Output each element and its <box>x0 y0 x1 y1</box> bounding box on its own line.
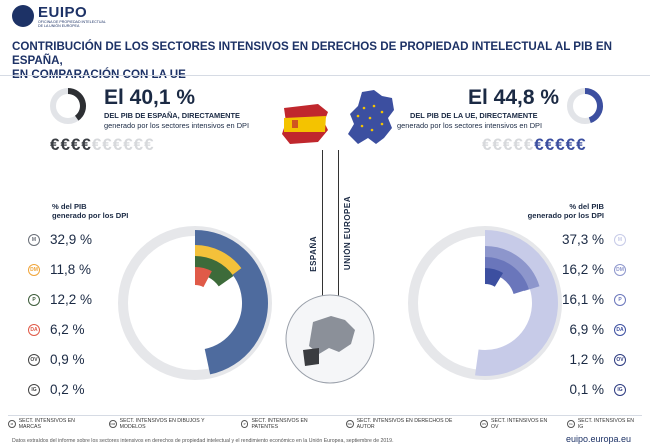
legend-item-ig: IG SECT. INTENSIVOS EN IG <box>567 418 638 430</box>
badge-dm-icon: DM <box>614 264 626 276</box>
eu-euro-row: €€€€€€€€€€ <box>482 135 587 155</box>
legend-badge-ov-icon: OV <box>480 420 488 428</box>
page-title: CONTRIBUCIÓN DE LOS SECTORES INTENSIVOS … <box>12 40 632 82</box>
badge-p-icon: P <box>614 294 626 306</box>
value-eu-ig: 0,1 % <box>569 382 604 397</box>
logo-subtitle: OFICINA DE PROPIEDAD INTELECTUAL DE LA U… <box>38 20 106 28</box>
legend-badge-ig-icon: IG <box>567 420 575 428</box>
legend-label: SECT. INTENSIVOS EN MARCAS <box>18 418 75 430</box>
eu-map-icon <box>348 90 394 144</box>
eu-col-header-2: generado por los DPI <box>527 211 604 220</box>
eu-line2: generado por los sectores intensivos en … <box>397 121 543 130</box>
europe-globe-icon <box>285 294 375 384</box>
eu-arc-m <box>475 230 558 376</box>
eu-euros-on: €€€€€ <box>534 135 587 154</box>
legend-item-da: DA SECT. INTENSIVOS EN DERECHOS DE AUTOR <box>345 418 466 430</box>
spain-arc-m <box>194 230 268 375</box>
eu-arc-p <box>484 257 529 295</box>
spain-euros-off: €€€€€€ <box>91 135 155 154</box>
value-eu-p: 16,1 % <box>561 292 604 307</box>
spain-radial-chart <box>118 226 272 380</box>
value-spain-da: 6,2 % <box>50 322 85 337</box>
legend-label: SECT. INTENSIVOS EN DIBUJOS Y MODELOS <box>119 418 205 430</box>
spain-col-header: % del PIB generado por los DPI <box>52 202 128 220</box>
badge-m-icon: M <box>28 234 40 246</box>
badge-da-icon: DA <box>614 324 626 336</box>
value-eu-m: 37,3 % <box>561 232 604 247</box>
eu-share-donut <box>567 88 603 124</box>
legend-label: SECT. INTENSIVOS EN IG <box>577 418 635 430</box>
badge-m-icon: M <box>614 234 626 246</box>
value-eu-ov: 1,2 % <box>569 352 604 367</box>
value-spain-m: 32,9 % <box>50 232 93 247</box>
spain-arc-p <box>194 256 234 287</box>
legend-item-ov: OV SECT. INTENSIVOS EN OV <box>480 418 553 430</box>
badge-dm-icon: DM <box>28 264 40 276</box>
eu-euros-off: €€€€€ <box>482 135 535 154</box>
legend-item-m: M SECT. INTENSIVOS EN MARCAS <box>8 418 95 430</box>
value-spain-dm: 11,8 % <box>50 262 92 277</box>
legend-item-p: P SECT. INTENSIVOS EN PATENTES <box>240 418 332 430</box>
badge-ig-icon: IG <box>614 384 626 396</box>
legend-item-dm: DM SECT. INTENSIVOS EN DIBUJOS Y MODELOS <box>108 418 227 430</box>
spain-arc-da <box>194 267 212 288</box>
eu-headline: El 44,8 % <box>468 86 560 109</box>
eu-line1: DEL PIB DE LA UE, DIRECTAMENTE <box>410 111 538 120</box>
legend-label: SECT. INTENSIVOS EN PATENTES <box>251 418 308 430</box>
eu-col-header-1: % del PIB <box>569 202 604 211</box>
spain-line2: generado por los sectores intensivos en … <box>104 121 250 130</box>
legend-label: SECT. INTENSIVOS EN DERECHOS DE AUTOR <box>356 418 453 430</box>
eu-radial-chart <box>408 226 562 380</box>
logo-text: EUIPO <box>38 4 88 21</box>
legend-label: SECT. INTENSIVOS EN OV <box>490 418 548 430</box>
euipo-logo-icon <box>12 5 34 27</box>
spain-euros-on: €€€€ <box>50 135 92 154</box>
title-line-1: CONTRIBUCIÓN DE LOS SECTORES INTENSIVOS … <box>12 40 612 67</box>
badge-p-icon: P <box>28 294 40 306</box>
eu-col-header: % del PIB generado por los DPI <box>512 202 604 220</box>
value-spain-ig: 0,2 % <box>50 382 85 397</box>
value-spain-p: 12,2 % <box>50 292 93 307</box>
spain-map-icon <box>282 104 328 144</box>
legend-badge-p-icon: P <box>240 420 249 428</box>
value-spain-ov: 0,9 % <box>50 352 85 367</box>
legend-badge-m-icon: M <box>8 420 16 428</box>
eu-vertical-label: UNIÓN EUROPEA <box>343 196 352 271</box>
badge-ov-icon: OV <box>28 354 40 366</box>
spain-headline: El 40,1 % <box>104 86 196 109</box>
source-note: Datos extraídos del informe sobre los se… <box>12 438 394 444</box>
spain-col-header-1: % del PIB <box>52 202 87 211</box>
spain-arc-dm <box>194 245 242 280</box>
spain-share-donut <box>50 88 86 124</box>
badge-ig-icon: IG <box>28 384 40 396</box>
spain-col-header-2: generado por los DPI <box>52 211 129 220</box>
legend-badge-da-icon: DA <box>345 420 354 428</box>
badge-da-icon: DA <box>28 324 40 336</box>
spain-euro-row: €€€€€€€€€€ <box>50 135 155 155</box>
legend-divider <box>8 415 642 416</box>
header-divider <box>0 75 650 76</box>
badge-ov-icon: OV <box>614 354 626 366</box>
legend-badge-dm-icon: DM <box>108 420 117 428</box>
value-eu-da: 6,9 % <box>569 322 604 337</box>
legend: M SECT. INTENSIVOS EN MARCAS DM SECT. INTEN… <box>8 418 648 430</box>
site-link[interactable]: euipo.europa.eu <box>566 434 632 444</box>
spain-vertical-label: ESPAÑA <box>309 236 318 272</box>
spain-connector-line <box>322 150 323 300</box>
eu-arc-da <box>484 268 504 287</box>
value-eu-dm: 16,2 % <box>561 262 604 277</box>
eu-arc-dm <box>484 246 540 292</box>
title-line-2: EN COMPARACIÓN CON LA UE <box>12 68 186 81</box>
spain-line1: DEL PIB DE ESPAÑA, DIRECTAMENTE <box>104 111 240 120</box>
eu-connector-line <box>338 150 339 300</box>
